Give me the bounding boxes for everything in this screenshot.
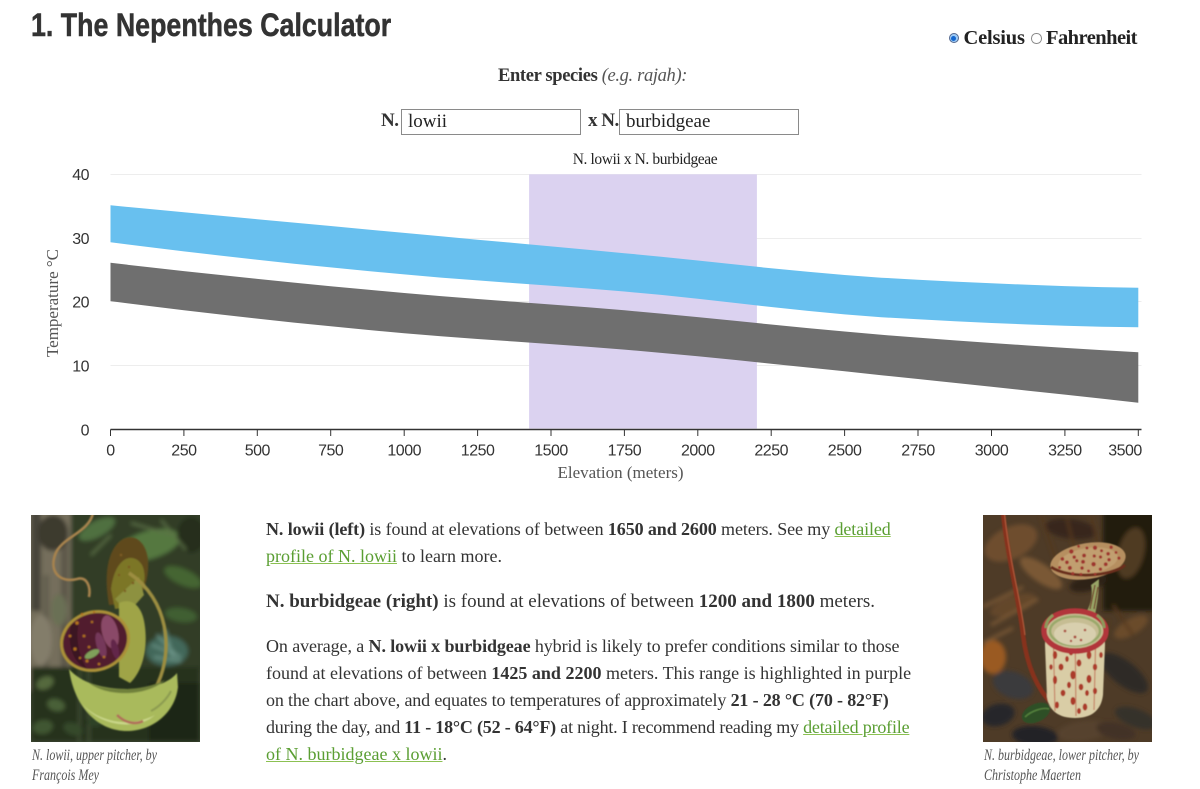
svg-text:1500: 1500	[534, 443, 568, 460]
svg-text:3000: 3000	[975, 443, 1009, 460]
svg-text:2750: 2750	[901, 443, 935, 460]
svg-text:0: 0	[81, 422, 90, 439]
svg-text:750: 750	[318, 443, 344, 460]
svg-text:2250: 2250	[754, 443, 788, 460]
svg-text:2500: 2500	[828, 443, 862, 460]
svg-text:500: 500	[245, 443, 271, 460]
svg-text:Elevation (meters): Elevation (meters)	[557, 463, 683, 482]
svg-text:0: 0	[106, 443, 115, 460]
svg-text:2000: 2000	[681, 443, 715, 460]
svg-text:20: 20	[72, 295, 89, 312]
svg-text:1750: 1750	[608, 443, 642, 460]
svg-text:3250: 3250	[1048, 443, 1082, 460]
svg-text:1000: 1000	[387, 443, 421, 460]
svg-text:10: 10	[72, 359, 89, 376]
svg-text:40: 40	[72, 167, 89, 184]
svg-text:Temperature °C: Temperature °C	[43, 249, 62, 357]
svg-text:1250: 1250	[461, 443, 495, 460]
svg-text:30: 30	[72, 231, 89, 248]
svg-text:250: 250	[171, 443, 197, 460]
svg-text:3500: 3500	[1108, 443, 1142, 460]
svg-text:N. lowii x N. burbidgeae: N. lowii x N. burbidgeae	[573, 151, 718, 168]
